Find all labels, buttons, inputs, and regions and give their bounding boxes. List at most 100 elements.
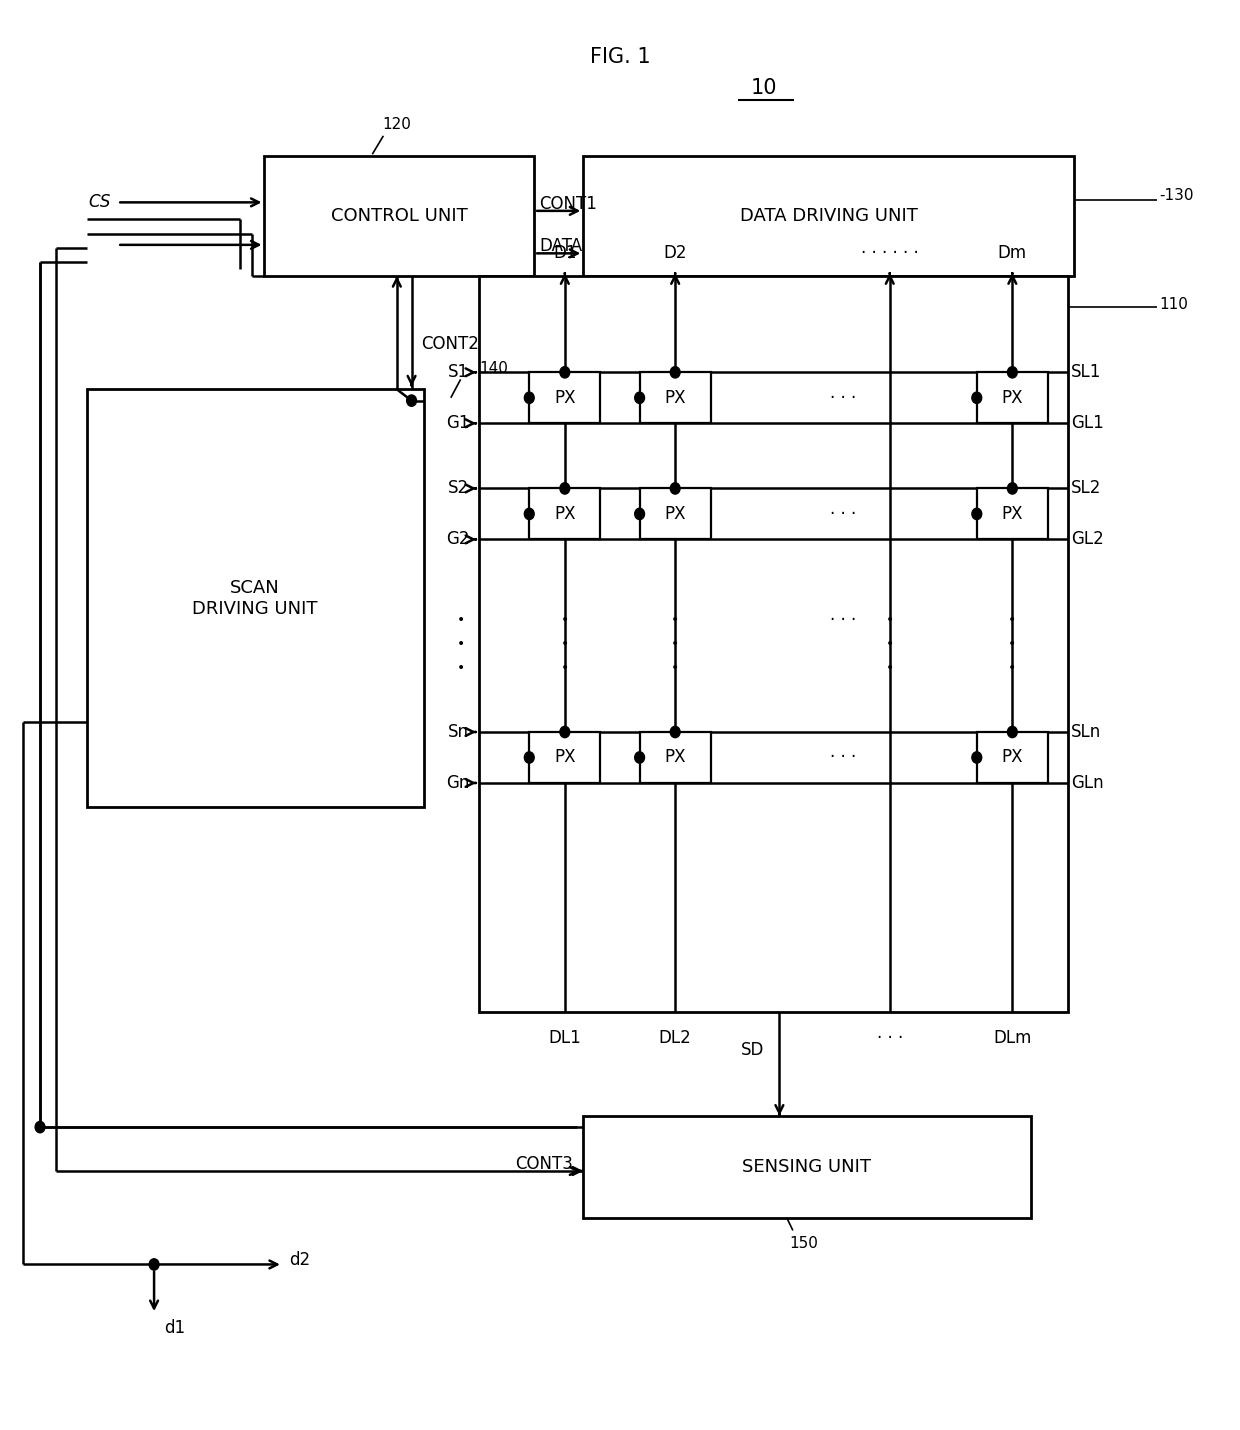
Circle shape [972,752,982,764]
Circle shape [635,508,645,519]
Text: CONT1: CONT1 [539,194,596,213]
Bar [264,156,534,276]
Text: •: • [560,638,569,651]
Text: CONT2: CONT2 [422,335,479,353]
Text: · · ·: · · · [877,1028,903,1047]
Text: GLn: GLn [1071,774,1104,792]
Text: FIG. 1: FIG. 1 [590,47,650,67]
Text: · · ·: · · · [830,389,857,406]
Bar [640,732,711,784]
Text: PX: PX [554,505,575,523]
Text: •: • [885,613,894,628]
Text: DL1: DL1 [548,1028,582,1047]
Bar [977,489,1048,539]
Text: Dm: Dm [998,245,1027,262]
Circle shape [407,395,417,406]
Text: CS: CS [89,193,112,212]
Text: 10: 10 [750,77,776,97]
Text: GL2: GL2 [1071,531,1104,548]
Bar [977,372,1048,423]
Bar [583,1115,1030,1218]
Text: •: • [560,661,569,675]
Circle shape [972,508,982,519]
Text: SD: SD [742,1041,765,1058]
Text: D2: D2 [663,245,687,262]
Circle shape [560,483,569,495]
Circle shape [1007,483,1017,495]
Text: SL2: SL2 [1071,479,1101,498]
Circle shape [671,483,680,495]
Circle shape [635,392,645,403]
Circle shape [1007,726,1017,738]
Text: DL2: DL2 [658,1028,692,1047]
Circle shape [35,1121,45,1133]
Text: SCAN
DRIVING UNIT: SCAN DRIVING UNIT [192,579,317,618]
Circle shape [525,752,534,764]
Text: Gn: Gn [446,774,469,792]
Circle shape [525,392,534,403]
Circle shape [635,752,645,764]
Text: 140: 140 [479,360,508,376]
Circle shape [525,508,534,519]
Text: G1: G1 [445,415,469,432]
Bar [583,156,1074,276]
Text: •: • [456,661,465,675]
Text: •: • [456,638,465,651]
Bar [529,489,600,539]
Text: DATA: DATA [539,237,583,256]
Text: SLn: SLn [1071,724,1101,741]
Text: DATA DRIVING UNIT: DATA DRIVING UNIT [739,207,918,225]
Text: SL1: SL1 [1071,363,1101,382]
Circle shape [671,726,680,738]
Text: •: • [671,613,680,628]
Circle shape [671,366,680,378]
Text: PX: PX [665,505,686,523]
Text: •: • [671,638,680,651]
Text: d1: d1 [164,1320,185,1337]
Text: G2: G2 [445,531,469,548]
Bar [529,372,600,423]
Bar [529,732,600,784]
Text: 150: 150 [790,1236,818,1251]
Text: •: • [1008,661,1017,675]
Text: •: • [1008,638,1017,651]
Text: d2: d2 [289,1251,310,1270]
Text: 120: 120 [382,117,412,132]
Text: •: • [1008,613,1017,628]
Circle shape [149,1258,159,1270]
Circle shape [1007,366,1017,378]
Bar [479,276,1068,1012]
Text: · · ·: · · · [830,748,857,766]
Text: S2: S2 [448,479,469,498]
Text: PX: PX [1002,505,1023,523]
Text: PX: PX [665,748,686,766]
Text: •: • [560,613,569,628]
Text: PX: PX [1002,389,1023,406]
Circle shape [972,392,982,403]
Text: •: • [885,638,894,651]
Bar [977,732,1048,784]
Circle shape [560,726,569,738]
Text: PX: PX [1002,748,1023,766]
Bar [640,489,711,539]
Circle shape [560,366,569,378]
Text: PX: PX [665,389,686,406]
Text: PX: PX [554,748,575,766]
Text: •: • [671,661,680,675]
Text: •: • [456,613,465,628]
Text: PX: PX [554,389,575,406]
Text: · · · · · ·: · · · · · · [861,245,919,262]
Text: DLm: DLm [993,1028,1032,1047]
Text: •: • [885,661,894,675]
Text: GL1: GL1 [1071,415,1104,432]
Text: CONTROL UNIT: CONTROL UNIT [331,207,467,225]
Bar [640,372,711,423]
Text: SENSING UNIT: SENSING UNIT [743,1158,872,1175]
Text: · · ·: · · · [830,505,857,523]
Text: D1: D1 [553,245,577,262]
Bar [87,389,424,807]
Text: S1: S1 [448,363,469,382]
Text: Sn: Sn [448,724,469,741]
Text: · · ·: · · · [830,611,857,629]
Text: CONT3: CONT3 [516,1155,573,1173]
